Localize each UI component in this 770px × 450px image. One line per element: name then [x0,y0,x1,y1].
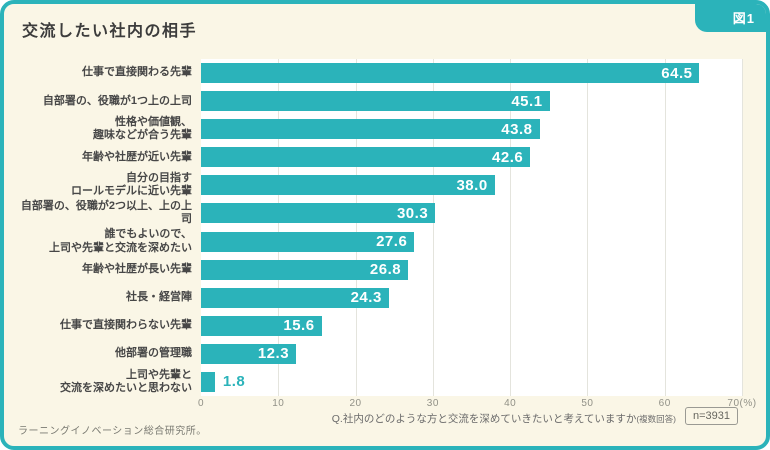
gridline [355,59,357,396]
bar-row: 上司や先輩と 交流を深めたいと思わない 1.8 [14,368,742,396]
gridline [278,59,280,396]
survey-question: Q.社内のどのような方と交流を深めていきたいと考えていますか(複数回答) [332,411,676,426]
bar-value: 26.8 [369,261,402,279]
bar-label: 年齢や社歴が近い先輩 [82,150,192,163]
bar-track: 43.8 [201,119,742,140]
bar-value: 27.6 [376,233,408,250]
page-title: 交流したい社内の相手 [22,23,198,40]
x-tick-label: 30 [426,398,439,409]
bar-track: 45.1 [201,91,742,112]
bar: 15.6 [201,315,322,336]
bar [201,371,215,392]
bar: 45.1 [201,91,550,112]
bar-track: 30.3 [201,203,742,224]
bar: 24.3 [201,287,389,308]
gridline [587,59,589,396]
bar-label: 性格や価値観、 趣味などが合う先輩 [93,116,192,142]
bar-label: 仕事で直接関わる先輩 [82,66,192,79]
bar: 30.3 [201,203,436,224]
bar-value: 64.5 [661,64,693,82]
gridline [432,59,434,396]
bar-track: 12.3 [201,343,742,364]
bar-row: 他部署の管理職 12.3 [14,340,742,368]
bar-value: 12.3 [257,345,290,363]
x-axis: 0 10 20 30 40 50 60 70(%) [197,398,756,412]
bar-track: 15.6 [201,315,742,336]
bar-row: 社長・経営陣 24.3 [14,284,742,312]
bar: 38.0 [201,175,495,196]
bar-value: 1.8 [222,372,246,390]
figure-tag: 図1 [695,4,766,32]
bar-track: 24.3 [201,287,742,308]
bar-row: 自部署の、役職が2つ以上、上の上司 30.3 [14,199,742,227]
bar: 12.3 [201,343,297,364]
bar-track: 26.8 [201,259,742,280]
bar-track: 38.0 [201,175,742,196]
source-credit: ラーニングイノベーション総合研究所。 [18,426,207,437]
x-tick-label: 20 [349,398,362,409]
bar-row: 仕事で直接関わる先輩 64.5 [14,59,742,87]
bar-row: 年齢や社歴が長い先輩 26.8 [14,256,742,284]
sample-size-box: n=3931 [684,407,738,425]
bar-track: 64.5 [201,63,742,84]
x-tick-label: 70(%) [727,398,757,409]
bar: 43.8 [201,119,540,140]
bar-value: 15.6 [283,317,315,335]
survey-question-note: (複数回答) [636,414,676,424]
x-tick-label: 60 [658,398,671,409]
bar-row: 誰でもよいので、 上司や先輩と交流を深めたい 27.6 [14,227,742,255]
figure-tag-label: 図1 [732,11,755,26]
bar-label: 自部署の、役職が1つ上の上司 [42,94,192,107]
bar-track: 1.8 [201,371,742,392]
bar-value: 43.8 [501,120,533,138]
x-tick-label: 40 [504,398,517,409]
bar-value: 45.1 [511,92,543,110]
bar: 27.6 [201,231,415,252]
bar-label: 自部署の、役職が2つ以上、上の上司 [20,200,192,226]
bar: 26.8 [201,259,409,280]
gridline [510,59,512,396]
x-tick-label: 50 [581,398,594,409]
bar-label: 仕事で直接関わらない先輩 [60,319,192,332]
bar-value: 38.0 [456,176,488,194]
bar-row: 性格や価値観、 趣味などが合う先輩 43.8 [14,115,742,143]
bar-row: 自分の目指す ロールモデルに近い先輩 38.0 [14,171,742,199]
survey-question-text: Q.社内のどのような方と交流を深めていきたいと考えていますか [331,413,637,425]
x-tick-label: 0 [197,398,205,409]
bar-label: 誰でもよいので、 上司や先輩と交流を深めたい [49,228,192,254]
bar-row: 自部署の、役職が1つ上の上司 45.1 [14,87,742,115]
bar-track: 27.6 [201,231,742,252]
bar-row: 年齢や社歴が近い先輩 42.6 [14,143,742,171]
gridline [664,59,666,396]
bar-label: 自分の目指す ロールモデルに近い先輩 [71,172,192,198]
bar: 64.5 [201,63,700,84]
gridline [742,59,743,396]
x-tick-label: 10 [272,398,285,409]
bar-value: 24.3 [350,289,382,307]
plot-area [201,59,743,396]
bar: 42.6 [201,147,531,168]
bar-row: 仕事で直接関わらない先輩 15.6 [14,312,742,340]
bar-label: 他部署の管理職 [115,347,192,360]
bar-label: 社長・経営陣 [126,291,192,304]
bar-value: 30.3 [396,204,429,222]
bar-track: 42.6 [201,147,742,168]
bar-value: 42.6 [492,148,524,166]
bar-label: 年齢や社歴が長い先輩 [82,262,192,275]
bar-rows: 仕事で直接関わる先輩 64.5 自部署の、役職が1つ上の上司 45.1 性格や価値観、 … [14,59,742,396]
bar-label: 上司や先輩と 交流を深めたいと思わない [60,368,192,394]
